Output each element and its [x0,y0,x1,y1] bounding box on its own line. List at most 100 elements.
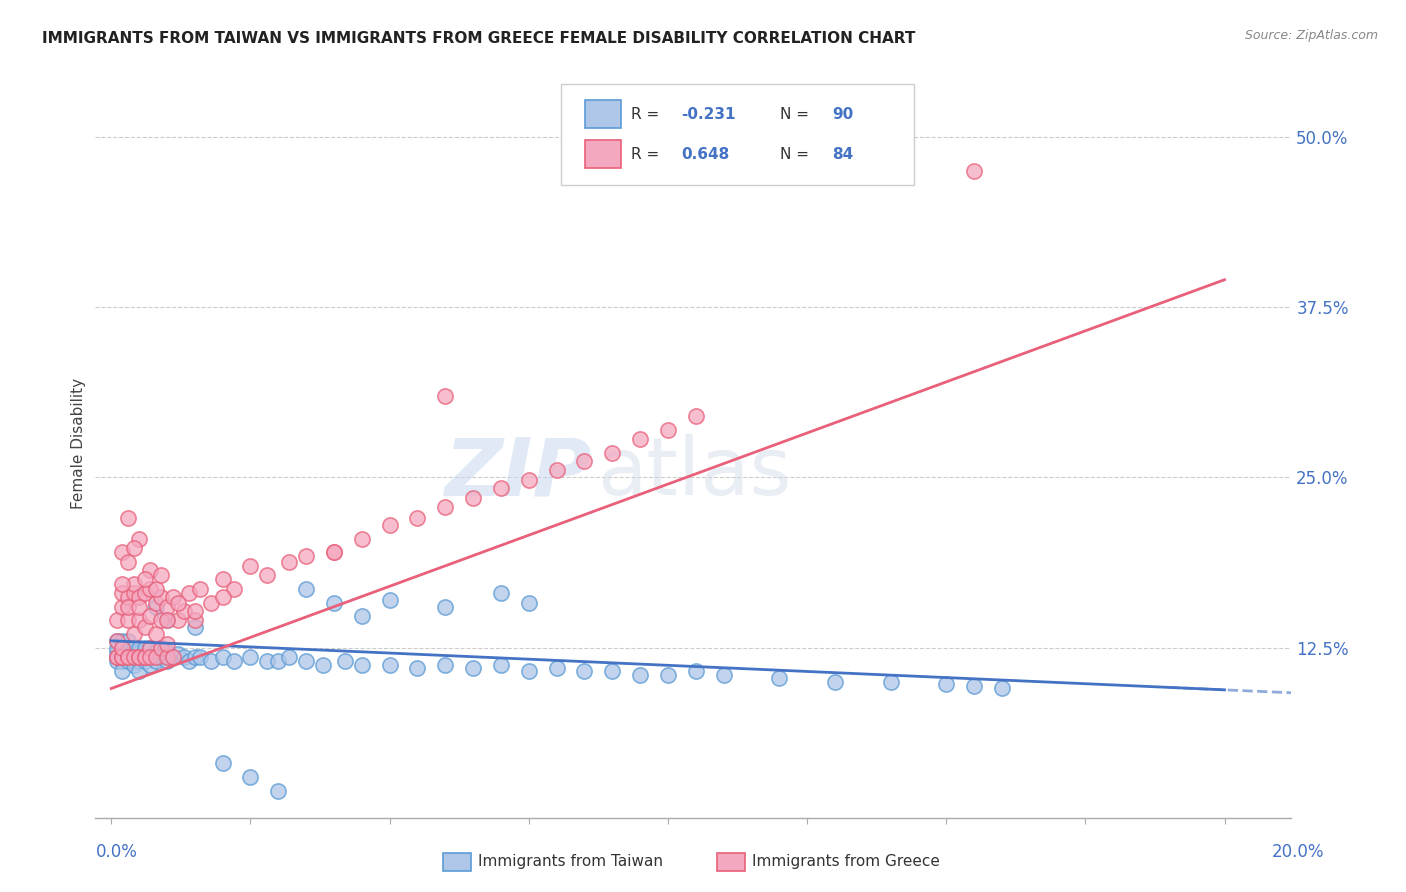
Point [139,563,162,577]
Point [134,650,156,665]
Point [128,664,150,678]
Point [657,423,679,437]
Point [117,650,139,665]
Point [111,650,134,665]
Point [134,650,156,665]
Point [122,650,145,665]
Point [105,650,128,665]
Point [111,599,134,614]
Point [111,664,134,678]
Text: R =: R = [631,107,664,122]
Point [128,613,150,627]
Point [200,596,222,610]
Point [122,650,145,665]
Point [713,668,735,682]
Point [173,604,195,618]
Point [111,633,134,648]
Point [184,620,207,634]
Point [128,640,150,655]
Point [105,645,128,659]
Point [128,599,150,614]
Point [211,590,233,604]
Point [117,650,139,665]
Point [145,650,167,665]
Point [222,654,245,668]
Text: 20.0%: 20.0% [1272,843,1324,861]
Point [378,518,401,533]
Text: 90: 90 [832,107,853,122]
Point [134,573,156,587]
Point [378,593,401,607]
Point [600,446,623,460]
Text: ZIP: ZIP [444,434,592,512]
Point [128,650,150,665]
Point [434,658,457,673]
Text: 0.0%: 0.0% [96,843,138,861]
Point [150,568,173,582]
Point [117,650,139,665]
Point [167,596,190,610]
Point [200,654,222,668]
Text: Immigrants from Taiwan: Immigrants from Taiwan [478,855,664,869]
Point [188,582,211,596]
Point [489,586,512,600]
Point [122,586,145,600]
Point [105,633,128,648]
Point [179,654,201,668]
Point [156,636,179,650]
Point [162,590,184,604]
Point [117,645,139,659]
Point [184,650,207,665]
Text: N =: N = [780,107,814,122]
Point [685,664,707,678]
Point [111,645,134,659]
Point [278,650,301,665]
Point [128,650,150,665]
Bar [585,140,621,169]
Point [239,650,262,665]
Point [111,576,134,591]
Point [145,645,167,659]
Point [117,654,139,668]
Point [963,163,986,178]
Point [434,500,457,515]
Point [406,661,429,675]
Point [312,658,335,673]
Text: atlas: atlas [598,434,792,512]
Point [139,640,162,655]
Point [963,679,986,693]
Point [150,650,173,665]
Text: 84: 84 [832,147,853,162]
Point [323,545,346,559]
Point [350,658,373,673]
Point [111,654,134,668]
Point [378,658,401,673]
Point [628,432,651,446]
Point [139,609,162,624]
Point [991,681,1014,696]
Point [150,613,173,627]
Point [239,770,262,784]
Text: IMMIGRANTS FROM TAIWAN VS IMMIGRANTS FROM GREECE FEMALE DISABILITY CORRELATION C: IMMIGRANTS FROM TAIWAN VS IMMIGRANTS FRO… [42,31,915,46]
Point [156,613,179,627]
Point [111,586,134,600]
Point [179,586,201,600]
Point [173,650,195,665]
Point [350,609,373,624]
Point [122,645,145,659]
Point [139,658,162,673]
Text: N =: N = [780,147,814,162]
Point [145,596,167,610]
Point [162,650,184,665]
Point [111,650,134,665]
Point [145,599,167,614]
Point [134,640,156,655]
Point [546,463,568,477]
Point [111,640,134,655]
Point [211,650,233,665]
Point [117,555,139,569]
Y-axis label: Female Disability: Female Disability [72,377,86,508]
Point [323,596,346,610]
Point [156,613,179,627]
Point [574,454,596,468]
